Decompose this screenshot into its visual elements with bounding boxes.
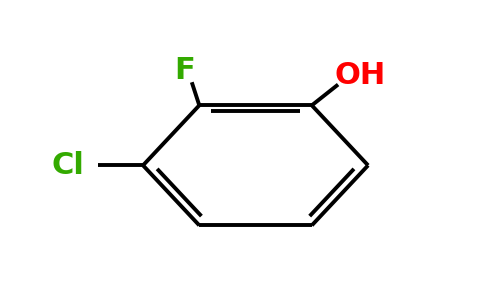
Text: F: F <box>174 56 195 85</box>
Text: Cl: Cl <box>52 151 84 180</box>
Text: OH: OH <box>335 61 386 90</box>
